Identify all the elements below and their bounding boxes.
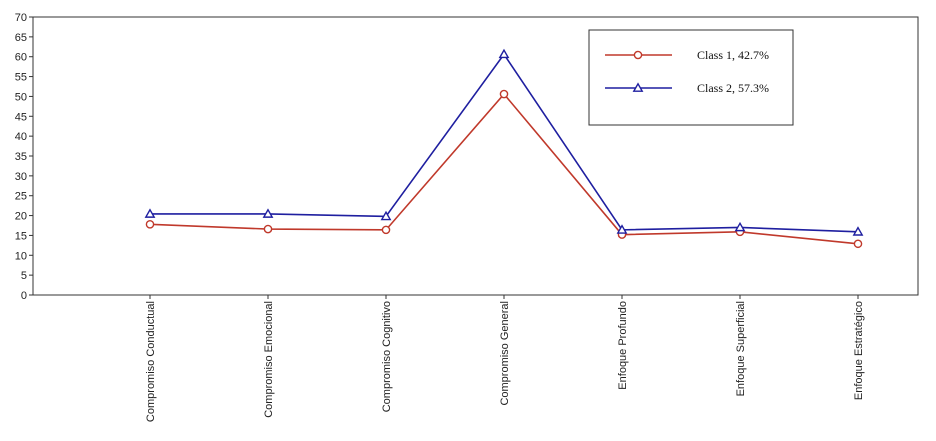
series-2-point-2 xyxy=(380,210,392,221)
x-axis-ticks: Compromiso Conductual Compromiso Emociona… xyxy=(145,295,865,422)
series-2-point-5 xyxy=(734,221,746,232)
y-tick-label-14: 70 xyxy=(15,12,27,24)
series-1-point-2 xyxy=(381,225,391,235)
x-tick-label-4: Enfoque Profundo xyxy=(617,301,629,390)
x-tick-label-0: Compromiso Conductual xyxy=(145,301,157,422)
y-tick-label-2: 10 xyxy=(15,250,27,262)
y-axis-ticks: 0 5 10 15 20 25 30 35 40 45 50 55 60 65 70 xyxy=(15,12,33,302)
series-group xyxy=(144,48,864,249)
series-2-point-4 xyxy=(616,224,628,234)
y-tick-label-3: 15 xyxy=(15,230,27,242)
x-tick-label-2: Compromiso Cognitivo xyxy=(381,301,393,412)
series-2-point-3 xyxy=(498,48,510,59)
y-tick-label-0: 0 xyxy=(21,290,27,302)
y-tick-label-9: 45 xyxy=(15,111,27,123)
series-1-point-0 xyxy=(145,220,155,229)
y-tick-label-8: 40 xyxy=(15,131,27,143)
y-tick-label-10: 50 xyxy=(15,91,27,103)
legend-label-1: Class 1, 42.7% xyxy=(697,48,769,62)
legend: Class 1, 42.7% Class 2, 57.3% xyxy=(588,29,794,126)
x-tick-label-5: Enfoque Superficial xyxy=(735,301,747,396)
y-tick-label-1: 5 xyxy=(21,270,27,282)
series-2 xyxy=(144,48,864,236)
y-tick-label-5: 25 xyxy=(15,191,27,203)
y-tick-label-6: 30 xyxy=(15,171,27,183)
x-tick-label-1: Compromiso Emocional xyxy=(263,301,275,418)
y-tick-label-7: 35 xyxy=(15,151,27,163)
legend-box xyxy=(588,29,794,126)
y-tick-label-12: 60 xyxy=(15,52,27,64)
y-tick-label-11: 55 xyxy=(15,72,27,84)
series-2-point-0 xyxy=(144,208,156,218)
x-tick-label-3: Compromiso General xyxy=(499,301,511,406)
series-1-point-3 xyxy=(499,89,509,99)
y-tick-label-13: 65 xyxy=(15,32,27,44)
y-tick-label-4: 20 xyxy=(15,211,27,223)
legend-marker-2 xyxy=(632,82,644,92)
series-1-point-6 xyxy=(853,239,863,249)
x-tick-label-6: Enfoque Estratégico xyxy=(853,301,865,400)
legend-marker-1 xyxy=(633,50,643,60)
series-2-point-6 xyxy=(852,226,864,236)
legend-label-2: Class 2, 57.3% xyxy=(697,81,769,95)
series-1-point-1 xyxy=(263,224,273,234)
series-2-point-1 xyxy=(262,208,274,218)
